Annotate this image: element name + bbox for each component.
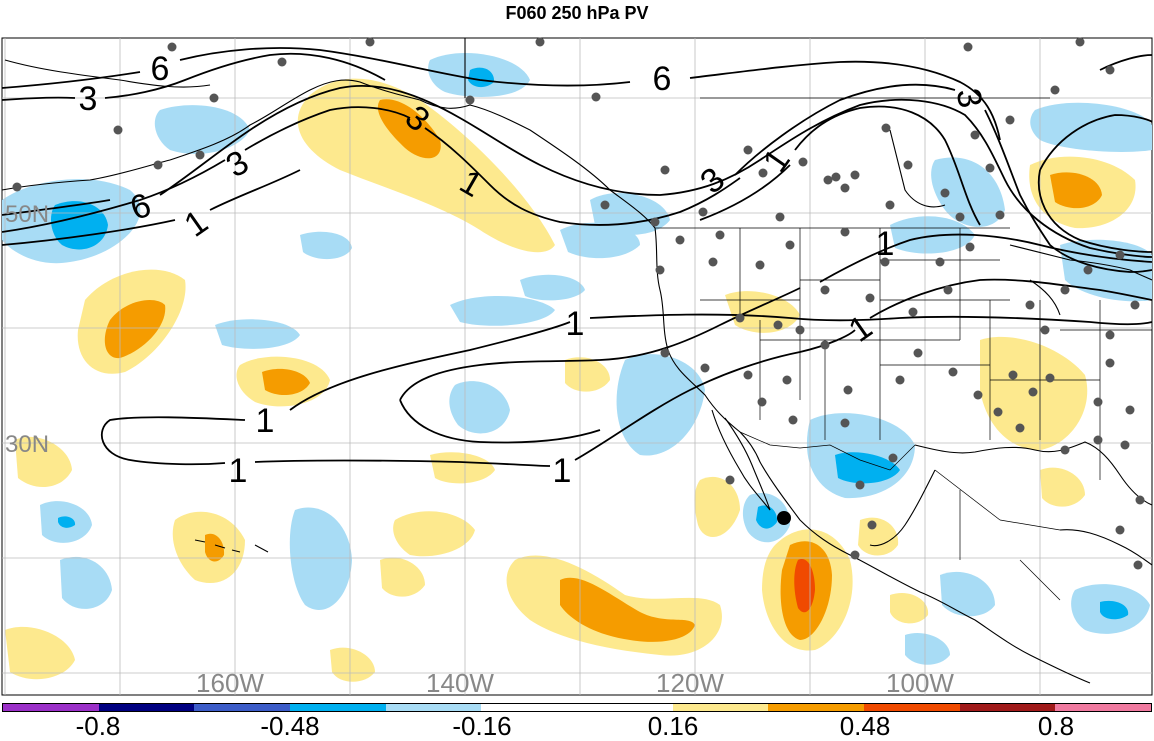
positive-anomaly-core bbox=[560, 577, 695, 642]
negative-anomaly-region bbox=[60, 556, 112, 609]
pv-contour-1 bbox=[289, 313, 1153, 411]
pv-contour-1 bbox=[100, 278, 1153, 467]
coastlines bbox=[1, 38, 1153, 684]
colorbar bbox=[2, 703, 1152, 712]
positive-anomaly-region bbox=[694, 476, 740, 537]
colorbar-label: 0.8 bbox=[1037, 711, 1075, 741]
positive-anomaly-region bbox=[297, 78, 555, 253]
colorbar-segment bbox=[194, 704, 291, 711]
positive-anomaly-region bbox=[430, 452, 495, 484]
negative-anomaly-region bbox=[289, 507, 352, 610]
strong-negative-core bbox=[58, 516, 76, 528]
pv-anomaly-fills bbox=[2, 52, 1152, 682]
pv-contour-3 bbox=[1, 106, 741, 233]
contour-label: 1 bbox=[256, 402, 275, 440]
contour-label: 1 bbox=[553, 452, 572, 490]
colorbar-label: -0.48 bbox=[260, 711, 320, 741]
contour-label: 1 bbox=[229, 452, 248, 490]
negative-anomaly-region bbox=[300, 231, 352, 260]
pv-contour-6 bbox=[1037, 114, 1153, 253]
political-borders bbox=[655, 97, 1152, 601]
lon-labels: 160W 140W 120W 100W bbox=[196, 668, 954, 698]
negative-anomaly-region bbox=[449, 381, 510, 434]
negative-anomaly-region bbox=[215, 319, 300, 349]
chart-title: F060 250 hPa PV bbox=[505, 3, 649, 23]
colorbar-label: 0.16 bbox=[647, 711, 699, 741]
lat-labels: 50N 30N bbox=[5, 201, 49, 458]
colorbar-segment bbox=[98, 704, 195, 711]
negative-anomaly-region bbox=[931, 157, 1005, 227]
lon-label: 120W bbox=[656, 668, 724, 698]
lat-label: 50N bbox=[5, 201, 49, 228]
colorbar-segment bbox=[290, 704, 386, 711]
negative-anomaly-region bbox=[940, 571, 995, 617]
strong-negative-core bbox=[468, 67, 495, 88]
contour-label: 6 bbox=[151, 50, 170, 88]
negative-anomaly-region bbox=[154, 105, 250, 154]
positive-anomaly-region bbox=[393, 511, 475, 557]
positive-anomaly-core bbox=[262, 368, 310, 396]
positive-anomaly-region bbox=[890, 592, 929, 624]
colorbar-segment bbox=[768, 704, 865, 711]
lon-label: 160W bbox=[196, 668, 264, 698]
pv-contours bbox=[1, 47, 1153, 467]
colorbar-segment bbox=[864, 704, 960, 711]
contour-label: 1 bbox=[876, 225, 895, 263]
negative-anomaly-region bbox=[450, 295, 555, 326]
colorbar-segment bbox=[3, 704, 99, 711]
positive-anomaly-region bbox=[1040, 467, 1085, 507]
lon-label: 100W bbox=[886, 668, 954, 698]
positive-anomaly-region bbox=[5, 626, 75, 680]
lat-label: 30N bbox=[5, 431, 49, 458]
contour-label: 1 bbox=[566, 305, 585, 343]
strong-negative-core bbox=[835, 452, 900, 484]
colorbar-segment bbox=[672, 704, 769, 711]
colorbar-label: -0.8 bbox=[75, 711, 121, 741]
pv-contour-6 bbox=[1, 47, 1001, 141]
colorbar-label: 0.48 bbox=[839, 711, 891, 741]
station-dots bbox=[12, 37, 1145, 570]
strong-negative-core bbox=[756, 505, 778, 529]
negative-anomaly-region bbox=[905, 632, 950, 665]
positive-anomaly-region bbox=[15, 436, 72, 488]
negative-anomaly-region bbox=[616, 354, 705, 456]
positive-anomaly-core bbox=[377, 99, 441, 159]
lon-label: 140W bbox=[426, 668, 494, 698]
pv-contour-6 bbox=[1, 84, 1153, 258]
contour-label: 6 bbox=[653, 60, 672, 98]
colorbar-segment bbox=[577, 704, 673, 711]
negative-anomaly-region bbox=[890, 216, 975, 254]
negative-anomaly-region bbox=[520, 274, 585, 301]
strong-negative-core bbox=[1100, 600, 1129, 620]
positive-anomaly-core bbox=[1050, 172, 1102, 209]
pv-contour-3 bbox=[1, 52, 386, 101]
positive-anomaly-region bbox=[565, 357, 610, 392]
positive-anomaly-region bbox=[380, 557, 425, 597]
pv-contour-1 bbox=[399, 399, 601, 444]
colorbar-segment bbox=[959, 704, 1056, 711]
positive-anomaly-core bbox=[205, 533, 225, 562]
pv-contour-6 bbox=[1099, 54, 1153, 71]
colorbar-segment bbox=[1055, 704, 1152, 711]
location-marker bbox=[777, 511, 791, 525]
pv-contour-1 bbox=[1, 105, 981, 246]
colorbar-segment bbox=[385, 704, 482, 711]
colorbar-label: -0.16 bbox=[452, 711, 512, 741]
pv-contour-3 bbox=[734, 83, 1153, 273]
contour-label: 3 bbox=[79, 80, 98, 118]
colorbar-segment bbox=[481, 704, 578, 711]
